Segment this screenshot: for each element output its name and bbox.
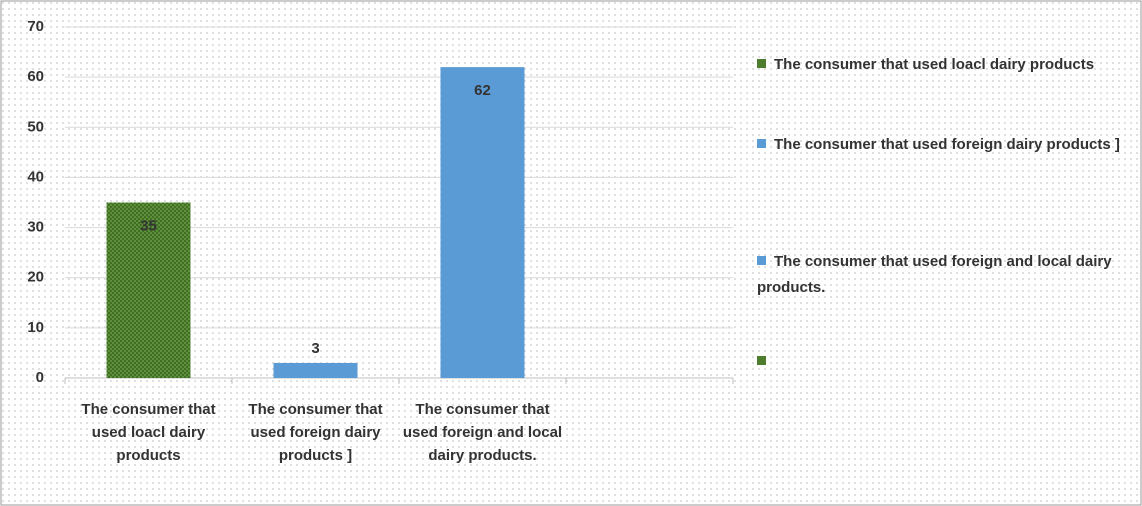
legend-swatch xyxy=(757,59,766,68)
legend-swatch xyxy=(757,139,766,148)
legend-entry xyxy=(757,349,1137,375)
data-label: 3 xyxy=(311,340,319,357)
y-tick-label: 20 xyxy=(27,269,44,286)
y-tick-label: 0 xyxy=(36,369,44,386)
data-label: 35 xyxy=(140,217,157,234)
y-tick-label: 10 xyxy=(27,319,44,336)
legend-swatch xyxy=(757,256,766,265)
legend-swatch xyxy=(757,356,766,365)
bar xyxy=(440,67,525,378)
legend-label: The consumer that used foreign and local… xyxy=(757,253,1112,296)
y-tick-label: 30 xyxy=(27,219,44,236)
bar xyxy=(273,362,358,378)
legend-entry: The consumer that used foreign and local… xyxy=(757,249,1137,301)
legend-label: The consumer that used loacl dairy produ… xyxy=(774,56,1095,73)
x-tick-label: The consumer that used foreign dairy pro… xyxy=(248,401,383,464)
y-tick-label: 70 xyxy=(27,18,44,35)
y-tick-label: 60 xyxy=(27,68,44,85)
y-tick-label: 50 xyxy=(27,118,44,135)
x-tick-label: The consumer that used loacl dairy produ… xyxy=(81,401,216,464)
bar xyxy=(106,202,191,378)
y-tick-label: 40 xyxy=(27,168,44,185)
legend-entry: The consumer that used foreign dairy pro… xyxy=(757,132,1137,158)
data-label: 62 xyxy=(474,82,491,99)
legend-entry: The consumer that used loacl dairy produ… xyxy=(757,52,1137,78)
x-tick-label: The consumer that used foreign and local… xyxy=(402,401,563,464)
legend-label: The consumer that used foreign dairy pro… xyxy=(774,136,1120,153)
